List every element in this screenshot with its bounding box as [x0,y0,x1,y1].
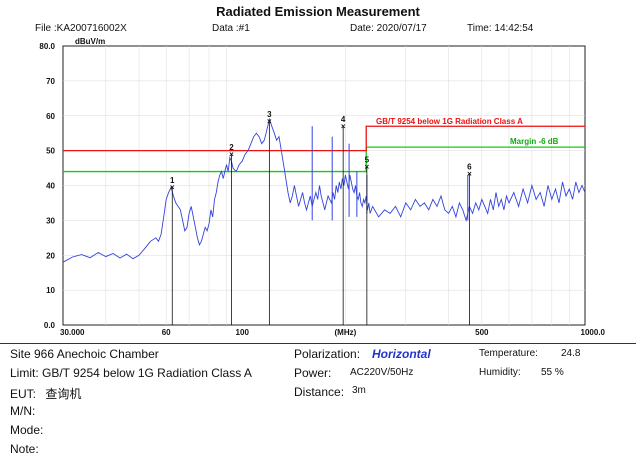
note-info: Note: [10,442,39,456]
marker-cross: × [229,150,234,159]
x-tick-label: 60 [162,328,171,337]
data-label: Data :#1 [212,23,250,34]
margin-line-label: Margin -6 dB [510,137,559,146]
markers: ×1×2×3×4×5×6 [170,110,472,325]
y-tick-label: 70 [46,77,55,86]
y-tick-label: 40 [46,182,55,191]
y-tick-label: 0.0 [44,321,56,330]
chart-title: Radiated Emission Measurement [216,4,420,19]
x-tick-label: (MHz) [335,328,357,337]
temperature-label: Temperature: [479,348,538,359]
polarization-value: Horizontal [372,347,431,361]
limit-line-label: GB/T 9254 below 1G Radiation Class A [376,117,523,126]
mode-info: Mode: [10,423,44,437]
emission-trace [62,117,586,263]
mn-info: M/N: [10,404,36,418]
marker-label: 2 [229,143,234,152]
trace-group [62,117,586,263]
y-ticks: 80.0 70 60 50 40 30 20 10 0.0 [39,42,55,330]
marker-label: 1 [170,176,175,185]
marker-cross: × [341,122,346,131]
y-tick-label: 20 [46,251,55,260]
date-label: Date: 2020/07/17 [350,23,427,34]
margin-line [63,146,585,173]
temperature-value: 24.8 [561,348,581,359]
spike-lines [311,126,469,221]
limit-lines [63,125,585,173]
file-label: File :KA200716002X [35,23,127,34]
site-info: Site 966 Anechoic Chamber [10,347,159,361]
humidity-label: Humidity: [479,367,521,378]
x-tick-label: 100 [236,328,250,337]
marker-cross: × [267,117,272,126]
distance-value: 3m [352,385,366,396]
eut-value: 查询机 [45,387,82,401]
x-tick-label: 500 [475,328,489,337]
marker-label: 3 [267,110,272,119]
power-label: Power: [294,366,332,380]
marker-cross: × [467,169,472,178]
x-tick-label: 1000.0 [581,328,606,337]
x-tick-label: 30.000 [60,328,85,337]
y-tick-label: 60 [46,112,55,121]
grid [63,46,585,325]
time-label: Time: 14:42:54 [467,23,534,34]
marker-label: 5 [365,155,370,164]
y-tick-label: 50 [46,147,55,156]
power-value: AC220V/50Hz [350,367,414,378]
limit-line [63,125,585,152]
marker-cross: × [365,162,370,171]
limit-info: Limit: GB/T 9254 below 1G Radiation Clas… [10,366,252,380]
marker-label: 4 [341,115,346,124]
x-ticks: 30.000 60 100 (MHz) 500 1000.0 [60,328,606,337]
y-tick-label: 30 [46,216,55,225]
eut-label: EUT: [10,387,37,401]
separator [0,343,636,344]
humidity-value: 55 % [541,367,564,378]
y-unit-label: dBuV/m [75,37,105,46]
y-tick-label: 10 [46,286,55,295]
marker-cross: × [170,183,175,192]
emission-chart: 80.0 70 60 50 40 30 20 10 0.0 30.000 60 100 (MHz) 50… [39,37,606,337]
polarization-label: Polarization: [294,347,361,361]
eut-info: EUT: 查询机 [10,385,81,402]
y-tick-label: 80.0 [39,42,55,51]
distance-label: Distance: [294,385,345,399]
marker-label: 6 [467,162,472,171]
